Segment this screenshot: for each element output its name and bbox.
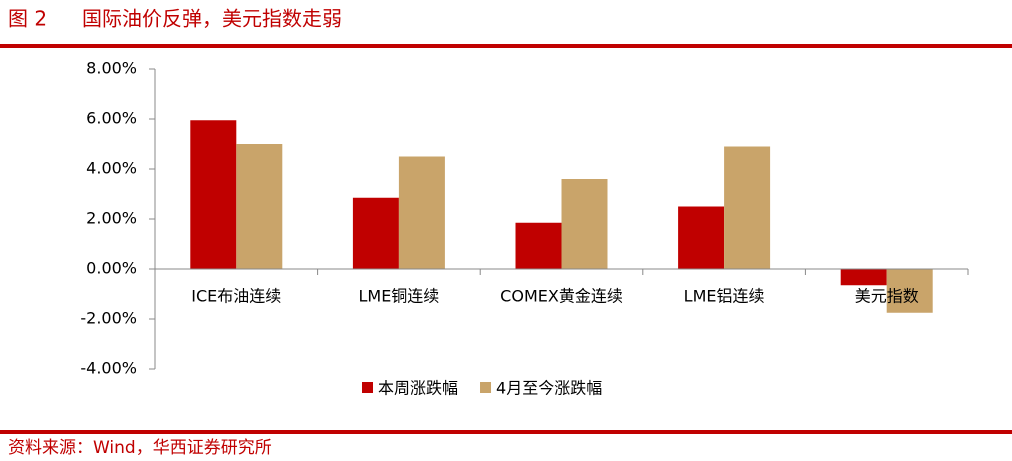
x-tick-label: COMEX黄金连续 (500, 287, 623, 306)
figure-label: 图 2 (8, 7, 47, 31)
bar (886, 269, 933, 313)
chart-title: 国际油价反弹，美元指数走弱 (82, 7, 342, 31)
bar (561, 179, 608, 269)
bar (724, 146, 771, 269)
source-note: 资料来源：Wind，华西证券研究所 (8, 438, 272, 458)
legend-swatch (362, 382, 373, 393)
y-tick-label: 8.00% (86, 59, 137, 78)
bar (190, 120, 237, 269)
x-tick-label: LME铝连续 (684, 287, 765, 306)
bar (840, 269, 887, 286)
y-tick-label: 6.00% (86, 109, 137, 128)
bar (236, 144, 283, 269)
legend-label: 本周涨跌幅 (378, 379, 458, 398)
bar (678, 206, 725, 269)
y-tick-label: 4.00% (86, 159, 137, 178)
x-tick-label: ICE布油连续 (191, 287, 281, 306)
legend-swatch (480, 382, 492, 393)
x-tick-label: LME铜连续 (358, 287, 439, 306)
bar (352, 197, 399, 269)
x-tick-label: 美元指数 (855, 287, 919, 306)
bar (515, 222, 562, 269)
header-rule (0, 44, 1012, 48)
legend-label: 4月至今涨跌幅 (496, 379, 602, 398)
bar (398, 156, 445, 269)
footer-rule (0, 430, 1012, 434)
y-tick-label: 0.00% (86, 259, 137, 278)
y-tick-label: -2.00% (80, 309, 137, 328)
y-tick-label: -4.00% (80, 359, 137, 378)
y-tick-label: 2.00% (86, 209, 137, 228)
